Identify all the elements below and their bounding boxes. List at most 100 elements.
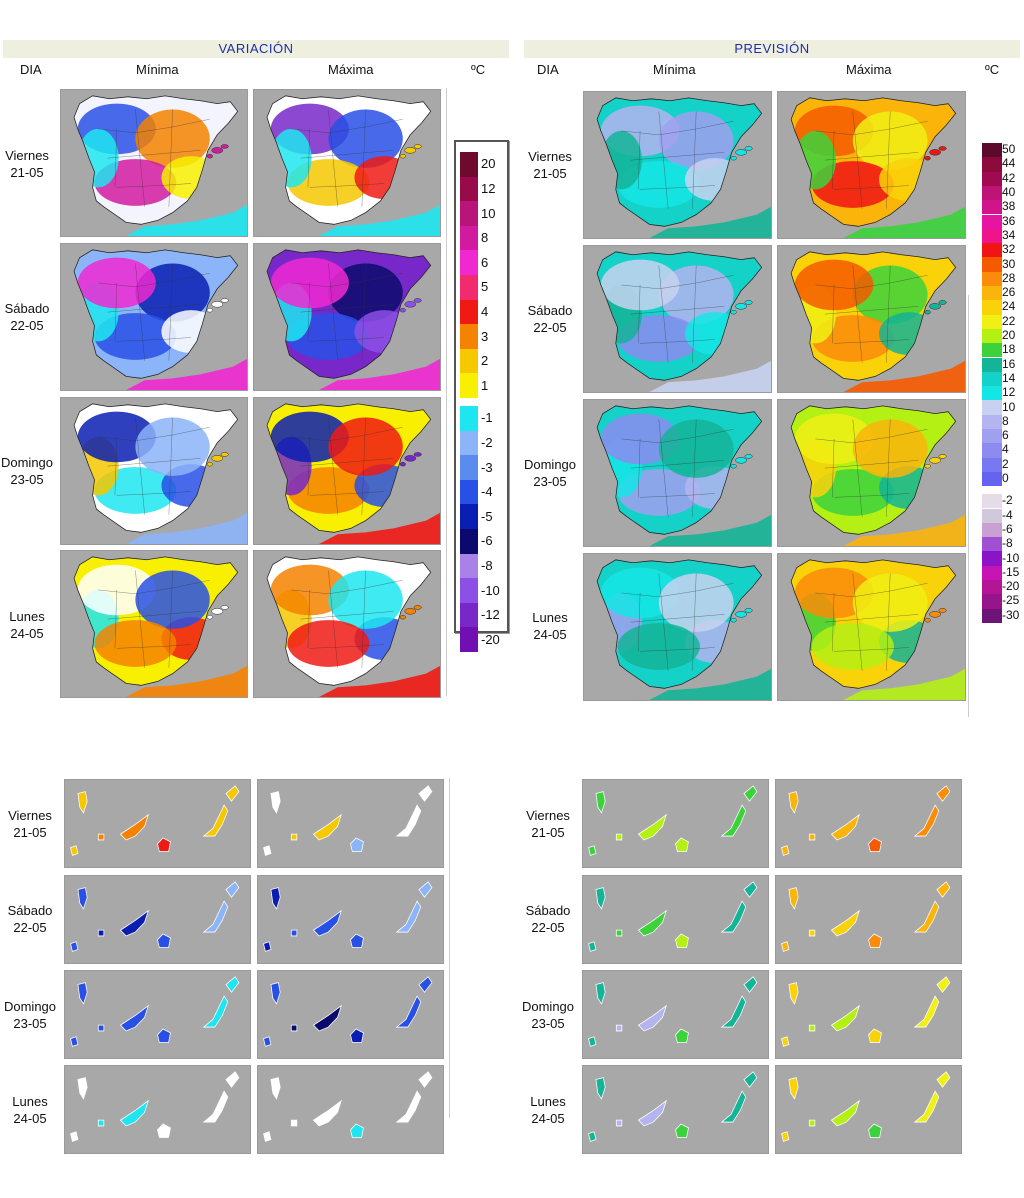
canary-map-variacion-min-2: [64, 875, 251, 964]
peninsula-map-prevision-max-4: [777, 553, 966, 701]
prevision-legend-swatch-2: [982, 157, 1002, 172]
prevision-legend-label-33: -30: [1002, 607, 1020, 622]
prevision-legend-label-29: -10: [1002, 550, 1020, 565]
prevision-legend-label-32: -25: [1002, 593, 1020, 608]
canary-map-prevision-max-3: [775, 970, 962, 1059]
variacion-legend-swatch-20: [460, 627, 478, 652]
prevision-legend-label-21: 6: [1002, 428, 1009, 443]
peninsula-map-variacion-min-3: [60, 397, 248, 545]
prevision-legend-label-7: 34: [1002, 227, 1016, 242]
prevision-legend-swatch-24: [982, 471, 1002, 487]
prevision-legend-swatch-33: [982, 608, 1002, 623]
prevision-legend-label-2: 44: [1002, 156, 1016, 171]
canary-left-day-2: Sábado 22-05: [7, 903, 53, 935]
canary-right-day-2: Sábado 22-05: [525, 903, 571, 935]
left-col-dia: DIA: [20, 62, 42, 77]
variacion-legend-label-2: 12: [481, 180, 496, 196]
prevision-legend-label-17: 14: [1002, 370, 1016, 385]
prevision-legend-label-16: 16: [1002, 356, 1016, 371]
divider-line-1: [446, 88, 447, 696]
peninsula-map-prevision-min-2: [583, 245, 772, 393]
prevision-legend-label-8: 32: [1002, 242, 1016, 257]
prevision-legend-label-26: -4: [1002, 507, 1013, 522]
variacion-legend-label-9: 2: [481, 353, 489, 369]
canary-map-prevision-max-1: [775, 779, 962, 868]
prevision-legend-swatch-17: [982, 371, 1002, 387]
prevision-legend-swatch-21: [982, 429, 1002, 444]
prevision-legend-swatch-29: [982, 551, 1002, 566]
peninsula-map-variacion-max-3: [253, 397, 441, 545]
prevision-legend-swatch-5: [982, 200, 1002, 215]
left-day-1: Viernes 21-05: [5, 148, 49, 180]
variacion-legend-label-18: -10: [481, 582, 500, 598]
peninsula-map-prevision-min-4: [583, 553, 772, 701]
variacion-legend-label-5: 6: [481, 254, 489, 270]
variacion-legend-swatch-3: [460, 201, 478, 226]
variacion-legend-label-3: 10: [481, 205, 496, 221]
variacion-legend-label-1: 20: [481, 156, 496, 172]
prevision-legend-swatch-16: [982, 357, 1002, 372]
left-day-2: Sábado 22-05: [4, 301, 50, 333]
peninsula-map-variacion-min-2: [60, 243, 248, 391]
variacion-legend-label-11: -1: [481, 410, 493, 426]
left-day-4: Lunes 24-05: [9, 609, 45, 641]
right-day-4: Lunes 24-05: [532, 610, 568, 642]
variacion-legend-swatch-11: [460, 406, 478, 431]
variacion-legend-swatch-13: [460, 455, 478, 480]
canary-map-prevision-min-4: [582, 1065, 769, 1154]
variacion-legend-label-6: 5: [481, 279, 489, 295]
left-col-unit: ºC: [471, 62, 486, 77]
prevision-legend-label-30: -15: [1002, 564, 1020, 579]
right-col-dia: DIA: [537, 62, 559, 77]
prevision-legend-swatch-32: [982, 594, 1002, 609]
prevision-legend-swatch-4: [982, 185, 1002, 201]
variacion-legend-label-16: -6: [481, 533, 493, 549]
right-day-2: Sábado 22-05: [527, 303, 573, 335]
canary-map-variacion-max-3: [257, 970, 444, 1059]
prevision-legend-label-5: 38: [1002, 199, 1016, 214]
prevision-legend-label-22: 4: [1002, 442, 1009, 457]
prevision-title-bar: PREVISIÓN: [524, 40, 1020, 58]
variacion-legend-label-7: 4: [481, 303, 489, 319]
left-col-max: Máxima: [328, 62, 374, 77]
prevision-legend-swatch-27: [982, 522, 1002, 538]
canary-left-day-3: Domingo 23-05: [3, 999, 57, 1031]
prevision-legend-swatch-23: [982, 457, 1002, 472]
canary-map-prevision-max-4: [775, 1065, 962, 1154]
variacion-legend-swatch-10: [460, 373, 478, 398]
prevision-legend-swatch-6: [982, 214, 1002, 229]
peninsula-map-prevision-max-1: [777, 91, 966, 239]
variacion-legend-label-12: -2: [481, 434, 493, 450]
prevision-legend-swatch-30: [982, 565, 1002, 580]
prevision-legend-label-3: 42: [1002, 170, 1016, 185]
prevision-legend-swatch-12: [982, 300, 1002, 315]
peninsula-map-prevision-max-3: [777, 399, 966, 547]
variacion-legend-label-20: -20: [481, 631, 500, 647]
prevision-legend-label-24: 0: [1002, 471, 1009, 486]
variacion-title: VARIACIÓN: [218, 41, 294, 56]
variacion-title-bar: VARIACIÓN: [3, 40, 509, 58]
prevision-legend-swatch-8: [982, 243, 1002, 258]
peninsula-map-prevision-min-1: [583, 91, 772, 239]
peninsula-map-variacion-max-1: [253, 89, 441, 237]
prevision-legend-label-27: -6: [1002, 521, 1013, 536]
variacion-legend-swatch-19: [460, 602, 478, 628]
prevision-legend-swatch-14: [982, 328, 1002, 344]
canary-map-variacion-max-4: [257, 1065, 444, 1154]
prevision-legend-swatch-31: [982, 580, 1002, 595]
canary-map-variacion-min-3: [64, 970, 251, 1059]
variacion-legend-label-17: -8: [481, 557, 493, 573]
peninsula-map-variacion-max-2: [253, 243, 441, 391]
variacion-legend-label-14: -4: [481, 484, 493, 500]
prevision-legend-swatch-7: [982, 228, 1002, 244]
prevision-legend-label-15: 18: [1002, 342, 1016, 357]
prevision-legend-label-13: 22: [1002, 313, 1016, 328]
variacion-legend-label-13: -3: [481, 459, 493, 475]
canary-map-prevision-min-2: [582, 875, 769, 964]
prevision-legend-swatch-1: [982, 143, 1002, 158]
prevision-legend-swatch-10: [982, 271, 1002, 286]
variacion-legend-label-19: -12: [481, 607, 500, 623]
prevision-legend-label-9: 30: [1002, 256, 1016, 271]
prevision-legend-swatch-19: [982, 400, 1002, 415]
canary-right-day-3: Domingo 23-05: [521, 999, 575, 1031]
